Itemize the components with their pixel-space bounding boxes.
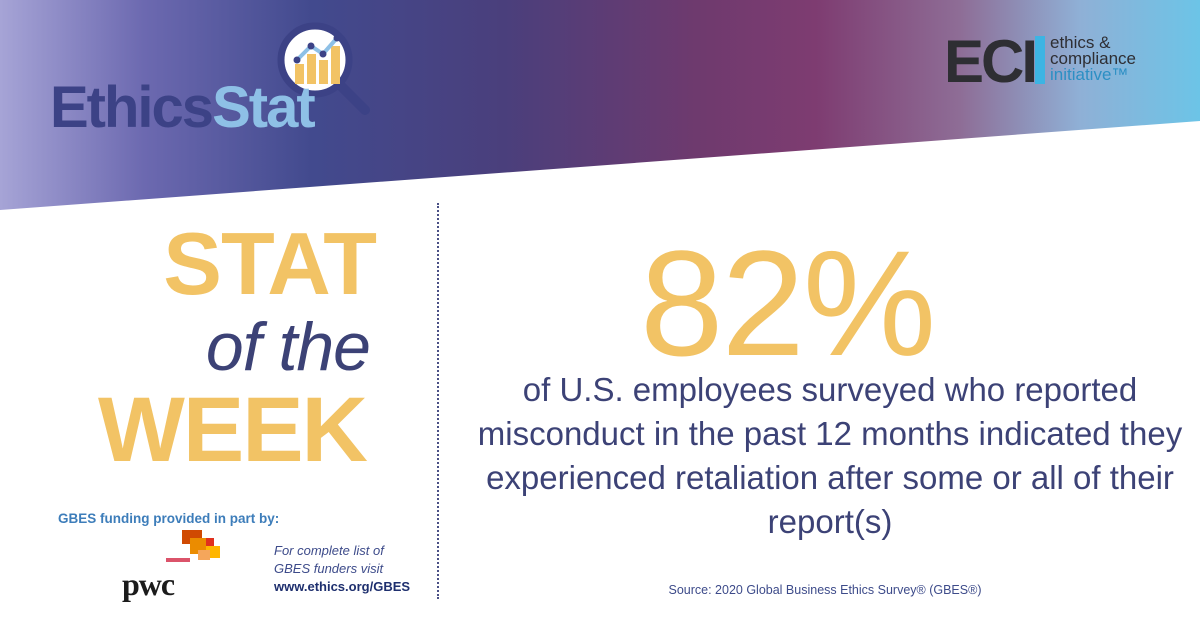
- logo-word-stat: Stat: [212, 75, 316, 140]
- funders-note: For complete list of GBES funders visit …: [274, 542, 410, 596]
- funders-note-line-2: GBES funders visit: [274, 561, 384, 576]
- source-note: Source: 2020 Global Business Ethics Surv…: [668, 583, 982, 597]
- ethicsstat-logo: [50, 18, 380, 153]
- eci-tagline: ethics & compliance initiative™: [1050, 33, 1136, 84]
- eci-tagline-line-2: compliance: [1050, 49, 1136, 68]
- funders-url-link[interactable]: www.ethics.org/GBES: [274, 579, 411, 594]
- magnifier-chart-icon: [277, 22, 370, 115]
- headline-stat: STAT: [163, 214, 377, 313]
- stat-description: of U.S. employees surveyed who reported …: [477, 371, 1183, 540]
- funders-note-line-1: For complete list of: [274, 543, 384, 558]
- pwc-logo: pwc: [122, 530, 242, 605]
- eci-tagline-line-3: initiative™: [1050, 65, 1129, 84]
- stat-value: 82%: [640, 219, 936, 387]
- eci-acronym: ECI: [944, 28, 1038, 95]
- ethicsstat-wordmark: EthicsStat: [50, 79, 316, 137]
- eci-tagline-line-1: ethics &: [1050, 33, 1111, 52]
- logo-word-ethics: Ethics: [50, 75, 214, 140]
- pwc-wordmark: pwc: [122, 566, 175, 602]
- headline-of-the: of the: [205, 309, 371, 385]
- pwc-blocks-icon: [166, 530, 220, 562]
- funding-label: GBES funding provided in part by:: [58, 511, 280, 526]
- headline-week: WEEK: [98, 379, 368, 481]
- eci-accent-bar: [1035, 36, 1045, 84]
- dotted-divider: [437, 203, 439, 599]
- eci-logo: ECI ethics & compliance initiative™: [944, 32, 1174, 92]
